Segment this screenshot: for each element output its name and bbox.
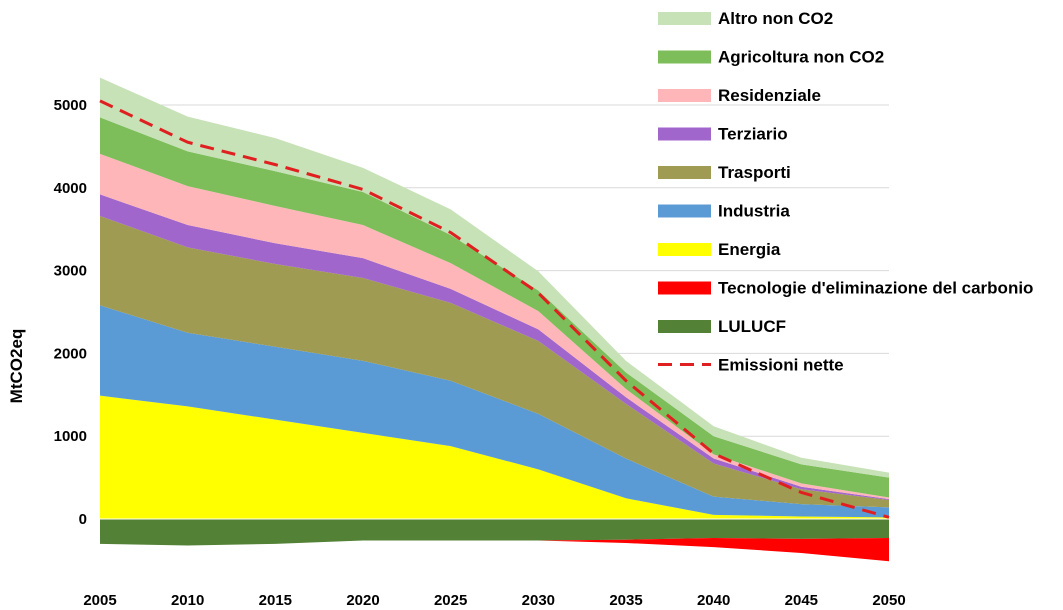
area-altro-non-co2	[100, 77, 889, 478]
area-tecnologie-d-eliminazione-del-carbonio	[100, 538, 889, 562]
legend-swatch-energia	[658, 243, 711, 256]
x-tick-label: 2035	[609, 592, 642, 609]
y-axis-label: MtCO2eq	[7, 329, 26, 404]
area-energia	[100, 395, 889, 519]
legend-label-agricoltura-non-co2: Agricoltura non CO2	[718, 48, 884, 67]
legend-swatch-agricoltura-non-co2	[658, 50, 711, 64]
y-tick-label: 2000	[54, 345, 87, 362]
y-tick-label: 4000	[54, 180, 87, 197]
x-tick-label: 2015	[259, 592, 292, 609]
legend-swatch-trasporti	[658, 166, 711, 179]
legend-label-residenziale: Residenziale	[718, 86, 821, 105]
area-terziario	[100, 194, 889, 500]
y-tick-label: 0	[79, 511, 87, 528]
x-tick-label: 2010	[171, 592, 204, 609]
area-trasporti	[100, 215, 889, 508]
y-tick-label: 5000	[54, 97, 87, 114]
legend-swatch-lulucf	[658, 320, 711, 333]
x-tick-label: 2005	[83, 592, 116, 609]
x-tick-label: 2045	[785, 592, 818, 609]
y-axis-ticks: 0 1000 2000 3000 4000 5000	[54, 97, 87, 528]
x-tick-label: 2030	[522, 592, 555, 609]
legend-label-industria: Industria	[718, 202, 790, 221]
legend-label-energia: Energia	[718, 240, 781, 259]
legend-label-tecnologie-d-eliminazione-del-carbonio: Tecnologie d'eliminazione del carbonio	[718, 279, 1033, 298]
y-tick-label: 3000	[54, 263, 87, 280]
legend-swatch-terziario	[658, 127, 711, 141]
legend-swatch-industria	[658, 204, 711, 218]
area-lulucf	[100, 519, 889, 546]
net-emissions-line-group	[99, 99, 890, 519]
legend-label-trasporti: Trasporti	[718, 163, 791, 182]
legend-label-lulucf: LULUCF	[718, 317, 786, 336]
legend-swatch-altro-non-co2	[658, 12, 711, 25]
legend-label-emissioni-nette: Emissioni nette	[718, 356, 844, 375]
legend-swatch-tecnologie-d-eliminazione-del-carbonio	[658, 281, 711, 295]
stacked-areas	[100, 77, 889, 562]
x-tick-label: 2020	[346, 592, 379, 609]
x-tick-label: 2050	[872, 592, 905, 609]
legend-swatch-residenziale	[658, 89, 711, 102]
area-residenziale	[100, 153, 889, 500]
legend: Altro non CO2 Agricoltura non CO2 Residenz…	[658, 9, 1033, 375]
x-tick-label: 2025	[434, 592, 467, 609]
legend-label-altro-non-co2: Altro non CO2	[718, 9, 833, 28]
x-axis-ticks: 2005 2010 2015 2020 2025 2030 2035 2040 2045 2050	[83, 592, 905, 609]
area-industria	[100, 305, 889, 518]
legend-label-terziario: Terziario	[718, 125, 788, 144]
area-agricoltura-non-co2	[100, 117, 889, 498]
x-tick-label: 2040	[697, 592, 730, 609]
net-emissions-line	[99, 99, 890, 519]
y-tick-label: 1000	[54, 428, 87, 445]
